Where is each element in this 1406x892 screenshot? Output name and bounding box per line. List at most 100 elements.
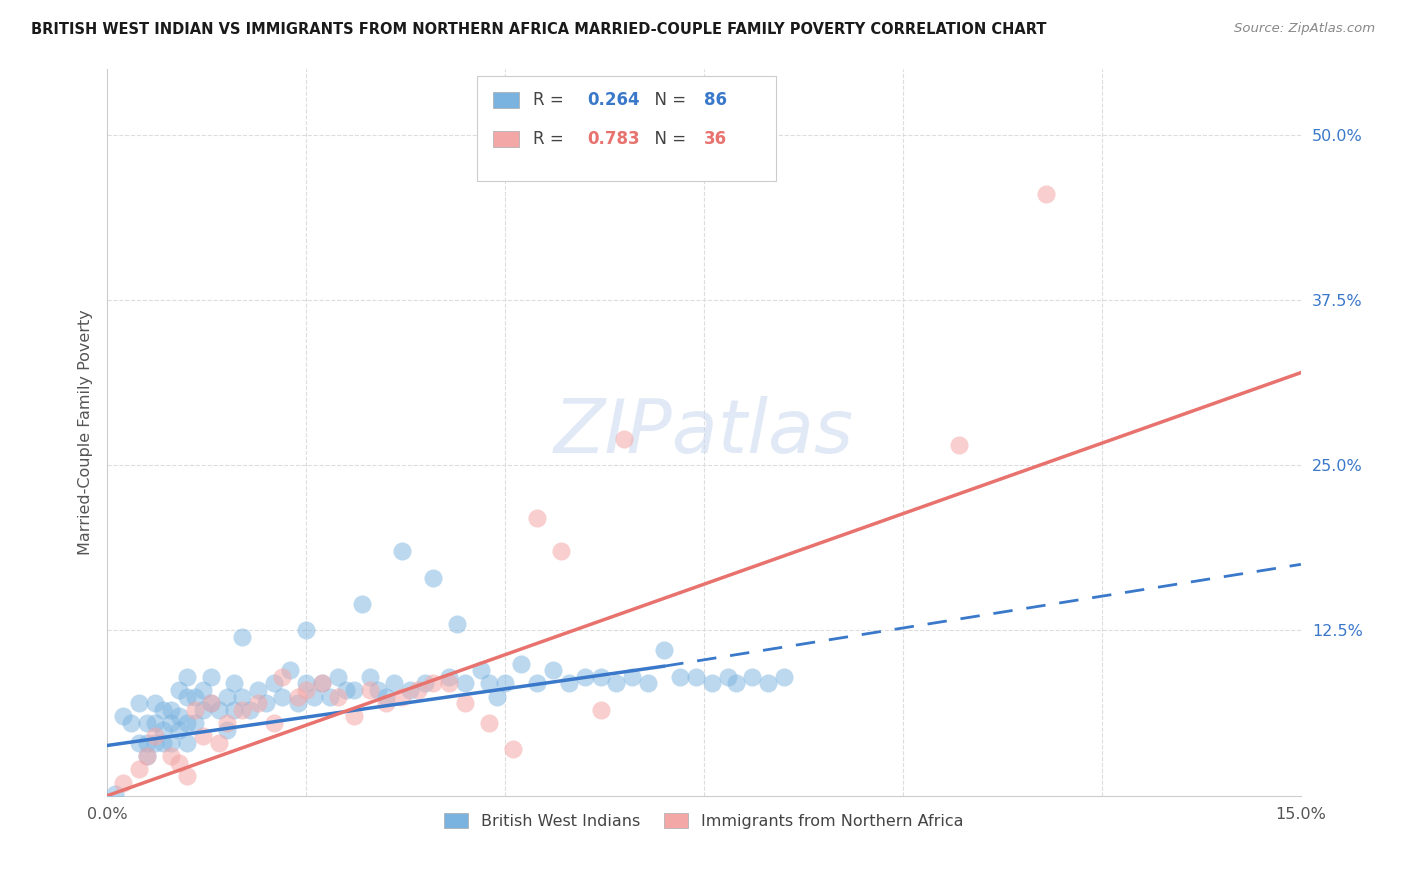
Point bbox=[143, 716, 166, 731]
Point bbox=[176, 736, 198, 750]
Point bbox=[470, 663, 492, 677]
Point bbox=[391, 544, 413, 558]
Point bbox=[652, 643, 675, 657]
Point bbox=[613, 432, 636, 446]
Text: Source: ZipAtlas.com: Source: ZipAtlas.com bbox=[1234, 22, 1375, 36]
Point bbox=[374, 690, 396, 704]
Point bbox=[191, 729, 214, 743]
Point bbox=[454, 696, 477, 710]
Point bbox=[637, 676, 659, 690]
Point bbox=[224, 676, 246, 690]
Point bbox=[167, 709, 190, 723]
Point bbox=[446, 616, 468, 631]
Point bbox=[319, 690, 342, 704]
Point bbox=[136, 749, 159, 764]
Point bbox=[343, 709, 366, 723]
Text: ZIPatlas: ZIPatlas bbox=[554, 396, 853, 468]
Point bbox=[112, 709, 135, 723]
Point bbox=[128, 762, 150, 776]
Point bbox=[359, 670, 381, 684]
Point bbox=[200, 670, 222, 684]
Text: 0.783: 0.783 bbox=[588, 130, 640, 148]
Point bbox=[104, 788, 127, 802]
Point bbox=[367, 683, 389, 698]
Point bbox=[550, 544, 572, 558]
Point bbox=[159, 716, 181, 731]
Point bbox=[183, 703, 205, 717]
Point bbox=[295, 624, 318, 638]
FancyBboxPatch shape bbox=[477, 76, 776, 181]
Point bbox=[128, 696, 150, 710]
Point bbox=[948, 438, 970, 452]
Point bbox=[605, 676, 627, 690]
Text: N =: N = bbox=[644, 130, 692, 148]
Point bbox=[247, 683, 270, 698]
Point bbox=[494, 676, 516, 690]
Point bbox=[143, 729, 166, 743]
Point bbox=[526, 511, 548, 525]
Point bbox=[136, 716, 159, 731]
Point bbox=[335, 683, 357, 698]
Point bbox=[391, 690, 413, 704]
Y-axis label: Married-Couple Family Poverty: Married-Couple Family Poverty bbox=[79, 310, 93, 555]
Point bbox=[478, 676, 501, 690]
Point bbox=[207, 703, 229, 717]
Point bbox=[159, 736, 181, 750]
Point bbox=[382, 676, 405, 690]
Point bbox=[374, 696, 396, 710]
Point bbox=[439, 676, 461, 690]
Point bbox=[756, 676, 779, 690]
Point bbox=[422, 676, 444, 690]
Point bbox=[143, 696, 166, 710]
Text: N =: N = bbox=[644, 91, 692, 109]
Point bbox=[159, 703, 181, 717]
Point bbox=[254, 696, 277, 710]
Point bbox=[191, 703, 214, 717]
Point bbox=[200, 696, 222, 710]
Point bbox=[120, 716, 142, 731]
Point bbox=[510, 657, 533, 671]
Point bbox=[167, 756, 190, 770]
Point bbox=[231, 690, 253, 704]
Point bbox=[271, 690, 294, 704]
Point bbox=[167, 723, 190, 737]
Point bbox=[574, 670, 596, 684]
Point bbox=[669, 670, 692, 684]
Point bbox=[176, 769, 198, 783]
Point bbox=[326, 670, 349, 684]
Point bbox=[772, 670, 794, 684]
Point bbox=[311, 676, 333, 690]
Text: 86: 86 bbox=[704, 91, 727, 109]
Point bbox=[326, 690, 349, 704]
Point bbox=[741, 670, 763, 684]
Point bbox=[406, 683, 429, 698]
Point bbox=[621, 670, 644, 684]
Point bbox=[359, 683, 381, 698]
Point bbox=[526, 676, 548, 690]
Point bbox=[478, 716, 501, 731]
Point bbox=[112, 775, 135, 789]
Point bbox=[183, 716, 205, 731]
Text: BRITISH WEST INDIAN VS IMMIGRANTS FROM NORTHERN AFRICA MARRIED-COUPLE FAMILY POV: BRITISH WEST INDIAN VS IMMIGRANTS FROM N… bbox=[31, 22, 1046, 37]
Point bbox=[439, 670, 461, 684]
Point bbox=[685, 670, 707, 684]
Point bbox=[350, 597, 373, 611]
Legend: British West Indians, Immigrants from Northern Africa: British West Indians, Immigrants from No… bbox=[439, 806, 970, 835]
Point bbox=[183, 690, 205, 704]
Text: 36: 36 bbox=[704, 130, 727, 148]
Point bbox=[152, 736, 174, 750]
Point bbox=[724, 676, 747, 690]
Point bbox=[486, 690, 509, 704]
Point bbox=[176, 716, 198, 731]
Point bbox=[295, 676, 318, 690]
Point bbox=[176, 690, 198, 704]
Point bbox=[263, 676, 285, 690]
Point bbox=[200, 696, 222, 710]
Point bbox=[398, 683, 420, 698]
Point bbox=[295, 683, 318, 698]
Point bbox=[136, 749, 159, 764]
Point bbox=[287, 696, 309, 710]
Point bbox=[215, 723, 238, 737]
Point bbox=[415, 676, 437, 690]
Point bbox=[247, 696, 270, 710]
